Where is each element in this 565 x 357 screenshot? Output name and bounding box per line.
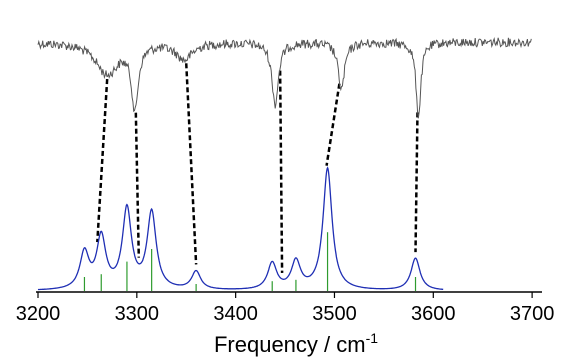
x-tick-label: 3600 bbox=[411, 303, 456, 325]
x-axis-title-superscript: -1 bbox=[366, 330, 379, 346]
x-tick-label: 3300 bbox=[115, 303, 160, 325]
x-tick-label: 3700 bbox=[510, 303, 555, 325]
x-axis-title-text: Frequency / cm bbox=[214, 332, 366, 357]
assignment-connector bbox=[184, 63, 198, 265]
x-tick-label: 3400 bbox=[213, 303, 258, 325]
simulated-spectrum-line bbox=[37, 166, 444, 291]
assignment-connector bbox=[96, 79, 109, 243]
x-axis-title: Frequency / cm-1 bbox=[214, 330, 378, 357]
assignment-connectors bbox=[96, 63, 419, 273]
assignment-connector bbox=[278, 70, 284, 273]
x-axis-ticks: 3200 3300 3400 3500 3600 3700 bbox=[16, 292, 555, 325]
x-tick-label: 3500 bbox=[312, 303, 357, 325]
assignment-connector bbox=[414, 112, 419, 253]
experimental-spectrum-line bbox=[37, 36, 532, 119]
assignment-connector bbox=[134, 112, 141, 258]
stick-spectrum bbox=[83, 232, 417, 291]
assignment-connector bbox=[325, 83, 341, 166]
x-tick-label: 3200 bbox=[16, 303, 61, 325]
